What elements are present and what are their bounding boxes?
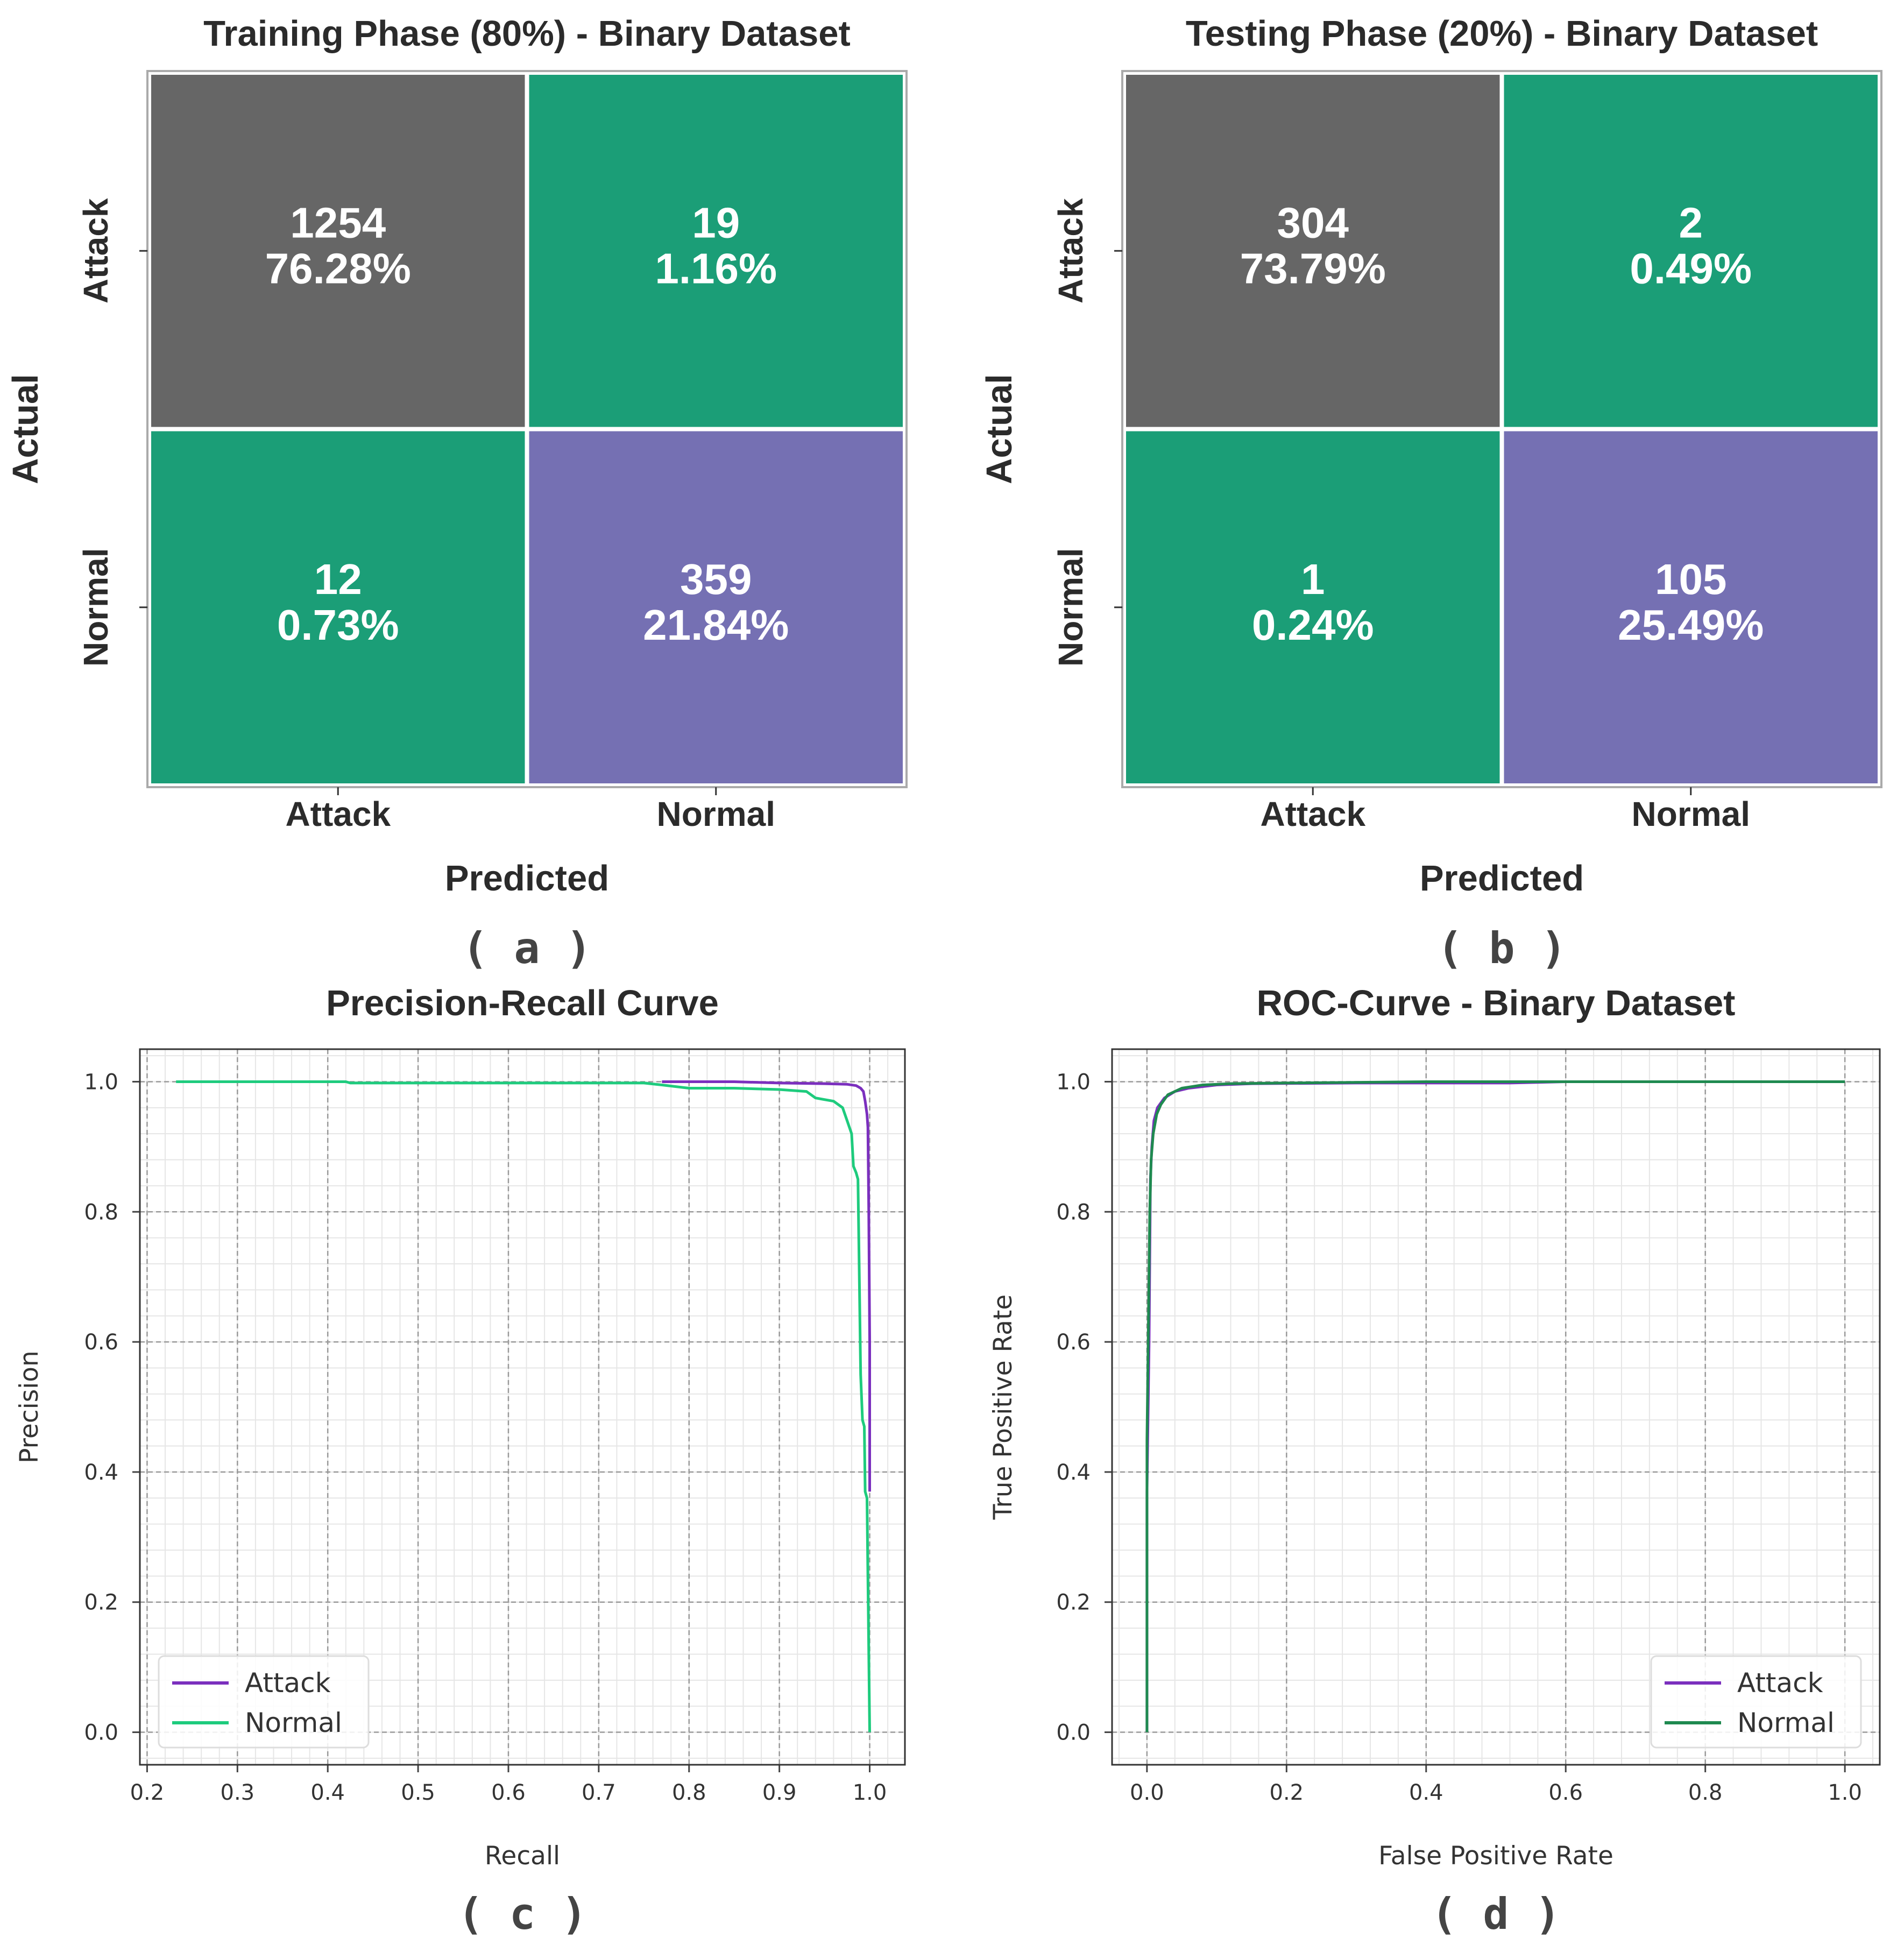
x-tick-label: 0.4 — [1409, 1780, 1443, 1805]
matrix-cell — [151, 75, 525, 427]
y-tick-label: 1.0 — [84, 1070, 118, 1094]
x-tick-label: 0.5 — [401, 1780, 435, 1805]
panel-label: ( c ) — [458, 1889, 588, 1939]
cell-percent: 0.73% — [277, 601, 399, 649]
plot-area — [140, 1049, 905, 1765]
x-tick-label: 0.6 — [491, 1780, 526, 1805]
confusion-matrix-a: Training Phase (80%) - Binary Dataset 125… — [5, 13, 908, 973]
x-tick-label: 0.4 — [310, 1780, 345, 1805]
panel-label: ( b ) — [1437, 923, 1567, 973]
matrix-cell — [529, 75, 903, 427]
x-axis-label: False Positive Rate — [1378, 1841, 1613, 1871]
plot-area — [1112, 1049, 1880, 1765]
chart-title: Precision-Recall Curve — [326, 983, 719, 1023]
y-axis-label: Actual — [5, 374, 46, 484]
matrix-cell — [1126, 75, 1500, 427]
confusion-matrix-b: Testing Phase (20%) - Binary Dataset 3047… — [979, 13, 1882, 973]
y-tick-label: 0.6 — [84, 1330, 118, 1355]
y-tick-label: 0.2 — [84, 1590, 118, 1615]
cell-count: 1254 — [290, 199, 386, 246]
series-line-normal — [1145, 1080, 1845, 1732]
y-tick-label: 0.8 — [84, 1200, 118, 1225]
legend-label: Normal — [245, 1707, 342, 1738]
legend-box — [1650, 1655, 1862, 1749]
x-tick-label: Attack — [1260, 795, 1365, 833]
cell-percent: 25.49% — [1618, 601, 1764, 649]
legend-label: Normal — [1737, 1707, 1835, 1738]
matrix-cell — [1126, 431, 1500, 783]
x-tick-label: 0.2 — [1270, 1780, 1304, 1805]
x-tick-label: Attack — [285, 795, 391, 833]
legend-label: Attack — [245, 1667, 331, 1699]
chart-title: Training Phase (80%) - Binary Dataset — [203, 13, 851, 54]
y-tick-label: 1.0 — [1056, 1070, 1091, 1094]
y-tick-label: 0.2 — [1056, 1590, 1091, 1615]
x-axis-label: Recall — [485, 1841, 560, 1871]
y-axis-label: Actual — [979, 374, 1020, 484]
y-tick-label: 0.8 — [1056, 1200, 1091, 1225]
x-axis-label: Predicted — [445, 858, 609, 899]
x-tick-label: 0.7 — [582, 1780, 616, 1805]
x-tick-label: 0.9 — [762, 1780, 797, 1805]
cell-count: 12 — [314, 555, 362, 603]
y-tick-label: 0.4 — [1056, 1460, 1091, 1485]
cell-count: 304 — [1277, 199, 1349, 246]
y-tick-label: 0.4 — [84, 1460, 118, 1485]
cell-count: 359 — [680, 555, 752, 603]
chart-title: ROC-Curve - Binary Dataset — [1257, 983, 1736, 1023]
matrix-cell — [1504, 75, 1878, 427]
matrix-cell — [529, 431, 903, 783]
panel-label: ( a ) — [462, 923, 592, 973]
matrix-cell — [1504, 431, 1878, 783]
legend-label: Attack — [1737, 1667, 1823, 1699]
x-tick-label: 1.0 — [853, 1780, 887, 1805]
legend: Attack Normal — [1650, 1655, 1862, 1749]
y-tick-label: 0.0 — [84, 1721, 118, 1745]
y-axis-label: True Positive Rate — [988, 1295, 1018, 1520]
x-tick-label: 0.0 — [1130, 1780, 1164, 1805]
cell-percent: 21.84% — [643, 601, 789, 649]
cell-percent: 0.24% — [1252, 601, 1374, 649]
y-tick-label: 0.6 — [1056, 1330, 1091, 1355]
panel-label: ( d ) — [1431, 1889, 1561, 1939]
y-tick-label: Attack — [76, 198, 115, 303]
cell-percent: 1.16% — [655, 244, 777, 292]
cell-percent: 0.49% — [1630, 244, 1752, 292]
matrix-cell — [151, 431, 525, 783]
roc-plot: ROC-Curve - Binary Dataset 0.0 0.2 0.4 0.6 0.… — [988, 983, 1881, 1939]
x-tick-label: Normal — [657, 795, 776, 833]
x-tick-label: 0.6 — [1548, 1780, 1583, 1805]
x-tick-label: 0.3 — [221, 1780, 255, 1805]
y-tick-label: 0.0 — [1056, 1721, 1091, 1745]
axes-frame — [1111, 1048, 1881, 1766]
x-tick-label: 1.0 — [1828, 1780, 1862, 1805]
y-axis-label: Precision — [15, 1350, 44, 1463]
legend-box — [158, 1655, 370, 1749]
y-tick-label: Attack — [1051, 198, 1090, 303]
x-tick-label: 0.8 — [672, 1780, 706, 1805]
x-tick-label: 0.2 — [130, 1780, 165, 1805]
legend: Attack Normal — [158, 1655, 370, 1749]
x-axis-label: Predicted — [1420, 858, 1584, 899]
precision-recall-plot: Precision-Recall Curve 0.2 0.3 0.4 0.5 0.6 0.7… — [15, 983, 906, 1939]
cell-count: 2 — [1679, 199, 1703, 246]
series-line-attack — [662, 1080, 871, 1492]
cell-count: 19 — [692, 199, 740, 246]
x-tick-label: Normal — [1632, 795, 1751, 833]
cell-count: 1 — [1301, 555, 1325, 603]
cell-count: 105 — [1655, 555, 1726, 603]
x-tick-label: 0.8 — [1688, 1780, 1723, 1805]
y-tick-label: Normal — [1051, 548, 1090, 667]
cell-percent: 73.79% — [1240, 244, 1386, 292]
chart-title: Testing Phase (20%) - Binary Dataset — [1186, 13, 1818, 54]
series-line-normal — [176, 1080, 871, 1732]
axes-frame — [139, 1048, 906, 1766]
y-tick-label: Normal — [76, 548, 115, 667]
cell-percent: 76.28% — [265, 244, 411, 292]
